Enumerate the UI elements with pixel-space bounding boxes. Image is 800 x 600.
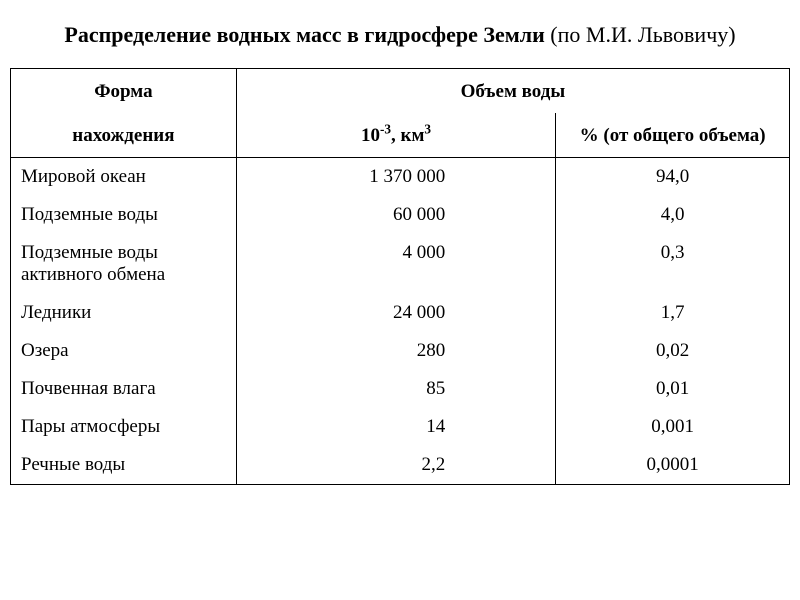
cell-form: Подземные воды активного обмена <box>11 234 237 294</box>
cell-volume: 85 <box>236 370 555 408</box>
header-form-line2: нахождения <box>11 113 237 158</box>
header-volume-exp2: 3 <box>424 121 431 136</box>
cell-form: Речные воды <box>11 446 237 485</box>
table-row: Речные воды 2,2 0,0001 <box>11 446 790 485</box>
cell-percent: 94,0 <box>556 157 790 196</box>
table-row: Подземные воды активного обмена 4 000 0,… <box>11 234 790 294</box>
cell-volume: 1 370 000 <box>236 157 555 196</box>
cell-percent: 0,02 <box>556 332 790 370</box>
cell-volume: 2,2 <box>236 446 555 485</box>
title-attribution: (по М.И. Львовичу) <box>545 22 736 47</box>
table-header-row-1: Форма Объем воды <box>11 68 790 113</box>
cell-volume: 24 000 <box>236 294 555 332</box>
table-row: Озера 280 0,02 <box>11 332 790 370</box>
header-volume-unit: 10-3, км3 <box>236 113 555 158</box>
hydrosphere-table: Форма Объем воды нахождения 10-3, км3 % … <box>10 68 790 485</box>
table-row: Мировой океан 1 370 000 94,0 <box>11 157 790 196</box>
table-row: Подземные воды 60 000 4,0 <box>11 196 790 234</box>
cell-percent: 0,0001 <box>556 446 790 485</box>
title-bold: Распределение водных масс в гидросфере З… <box>64 22 544 47</box>
cell-volume: 4 000 <box>236 234 555 294</box>
cell-form: Мировой океан <box>11 157 237 196</box>
cell-form: Озера <box>11 332 237 370</box>
cell-form: Подземные воды <box>11 196 237 234</box>
cell-percent: 0,001 <box>556 408 790 446</box>
cell-percent: 4,0 <box>556 196 790 234</box>
cell-form: Почвенная влага <box>11 370 237 408</box>
header-volume-prefix: 10 <box>361 125 380 146</box>
cell-percent: 0,01 <box>556 370 790 408</box>
table-row: Пары атмосферы 14 0,001 <box>11 408 790 446</box>
page-title: Распределение водных масс в гидросфере З… <box>10 20 790 50</box>
cell-form: Ледники <box>11 294 237 332</box>
table-row: Ледники 24 000 1,7 <box>11 294 790 332</box>
header-volume-mid: , км <box>391 125 424 146</box>
cell-percent: 1,7 <box>556 294 790 332</box>
table-header: Форма Объем воды нахождения 10-3, км3 % … <box>11 68 790 157</box>
header-volume-group: Объем воды <box>236 68 789 113</box>
header-percent: % (от общего объема) <box>556 113 790 158</box>
cell-volume: 280 <box>236 332 555 370</box>
cell-form: Пары атмосферы <box>11 408 237 446</box>
table-header-row-2: нахождения 10-3, км3 % (от общего объема… <box>11 113 790 158</box>
cell-volume: 60 000 <box>236 196 555 234</box>
cell-percent: 0,3 <box>556 234 790 294</box>
header-form-line1: Форма <box>11 68 237 113</box>
page: Распределение водных масс в гидросфере З… <box>0 0 800 485</box>
table-row: Почвенная влага 85 0,01 <box>11 370 790 408</box>
table-body: Мировой океан 1 370 000 94,0 Подземные в… <box>11 157 790 484</box>
cell-volume: 14 <box>236 408 555 446</box>
header-volume-exp1: -3 <box>380 121 391 136</box>
